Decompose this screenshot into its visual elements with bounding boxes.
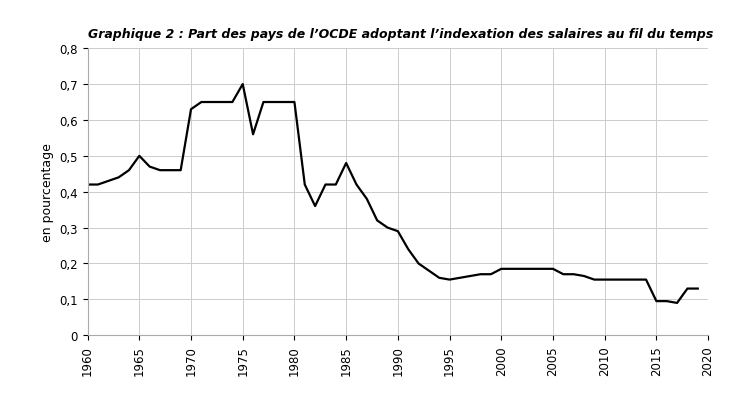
Text: Graphique 2 : Part des pays de l’OCDE adoptant l’indexation des salaires au fil : Graphique 2 : Part des pays de l’OCDE ad… (88, 28, 713, 41)
Y-axis label: en pourcentage: en pourcentage (41, 143, 54, 242)
